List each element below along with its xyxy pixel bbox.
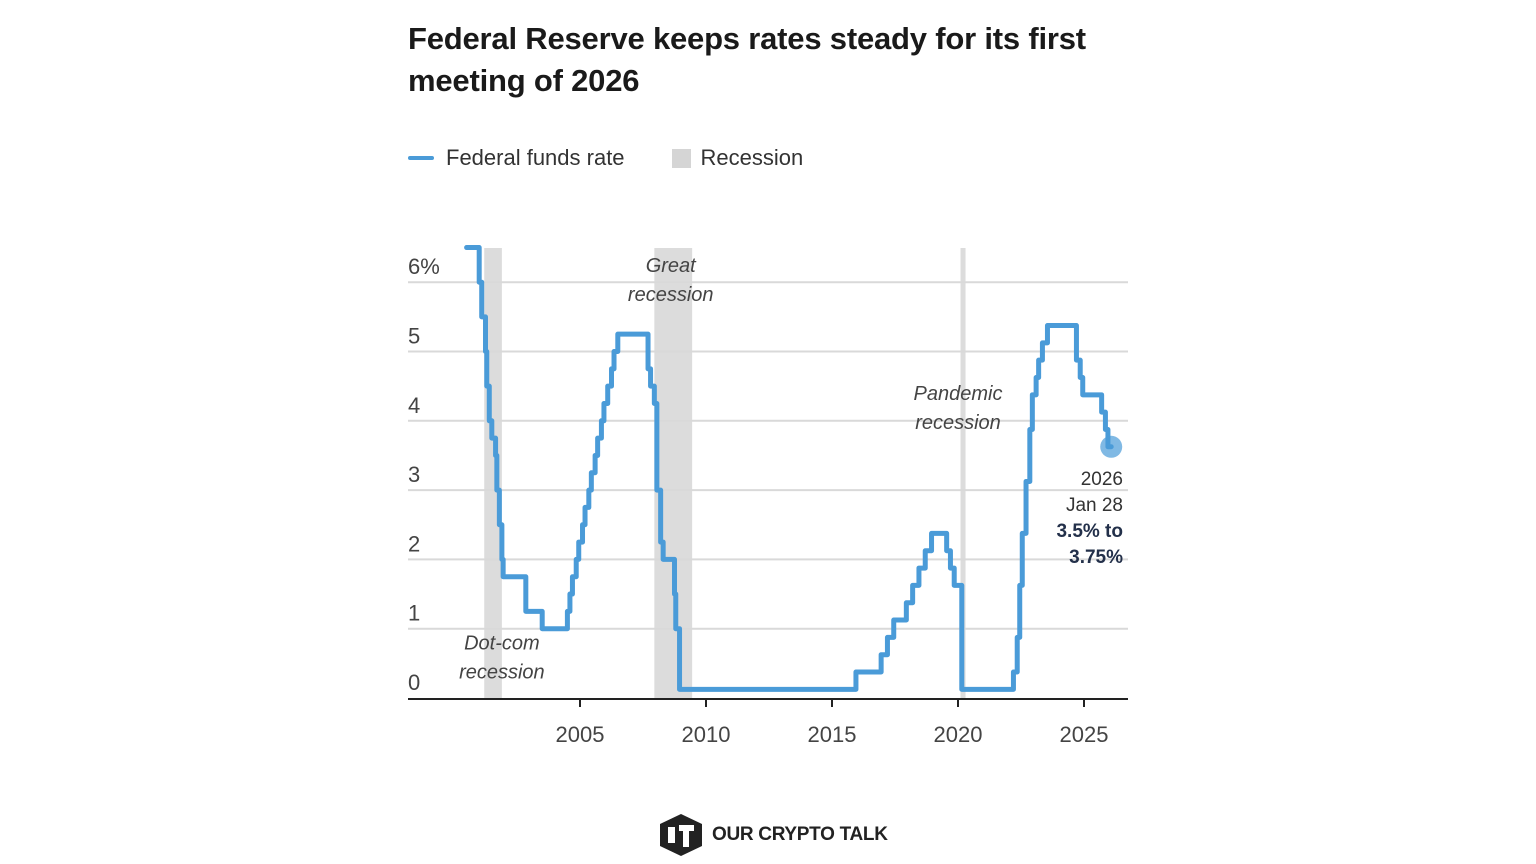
latest-callout: 2026 Jan 28 3.5% to 3.75%	[1056, 435, 1123, 568]
x-tick-label: 2010	[682, 722, 731, 747]
cube-logo-icon	[660, 814, 702, 856]
y-tick-label: 3	[408, 462, 420, 487]
y-tick-label: 0	[408, 670, 420, 695]
callout-text: 2026	[1081, 469, 1123, 490]
x-axis: 2005 2010 2015 2020 2025	[408, 698, 1128, 747]
annotation-text: recession	[459, 661, 545, 683]
legend: Federal funds rate Recession	[408, 145, 803, 171]
annotation-text: recession	[915, 412, 1001, 434]
y-tick-label: 2	[408, 531, 420, 556]
x-tick-label: 2015	[808, 722, 857, 747]
legend-line-swatch-icon	[408, 156, 434, 160]
rate-line	[464, 245, 1114, 692]
legend-label-rate: Federal funds rate	[446, 145, 625, 170]
latest-point-marker	[1100, 435, 1123, 458]
annotation-text: Pandemic	[914, 383, 1003, 405]
rate-line-group	[464, 245, 1114, 692]
annotation-text: recession	[628, 284, 714, 306]
x-tick-label: 2005	[556, 722, 605, 747]
y-tick-label: 6%	[408, 254, 440, 279]
y-tick-label: 5	[408, 324, 420, 349]
annotation-text: Great	[646, 255, 697, 277]
recession-band	[654, 248, 693, 698]
callout-text: Jan 28	[1066, 495, 1123, 516]
y-tick-label: 4	[408, 393, 420, 418]
callout-value: 3.5% to	[1056, 521, 1123, 542]
gridlines: 0 1 2 3 4 5 6%	[408, 254, 1128, 695]
legend-label-recession: Recession	[700, 145, 804, 170]
annotation-text: Dot-com	[464, 632, 540, 654]
callout-value: 3.75%	[1069, 547, 1123, 568]
legend-recession-swatch-icon	[671, 148, 691, 168]
brand-logo: OUR CRYPTO TALK	[658, 813, 888, 857]
x-tick-label: 2020	[934, 722, 983, 747]
recession-annotations: Dot-com recession Great recession Pandemic re…	[459, 255, 1002, 684]
chart-title: Federal Reserve keeps rates steady for i…	[408, 21, 1086, 98]
y-tick-label: 1	[408, 601, 420, 626]
brand-name: OUR CRYPTO TALK	[712, 824, 888, 845]
recession-band	[960, 248, 966, 698]
x-tick-label: 2025	[1060, 722, 1109, 747]
